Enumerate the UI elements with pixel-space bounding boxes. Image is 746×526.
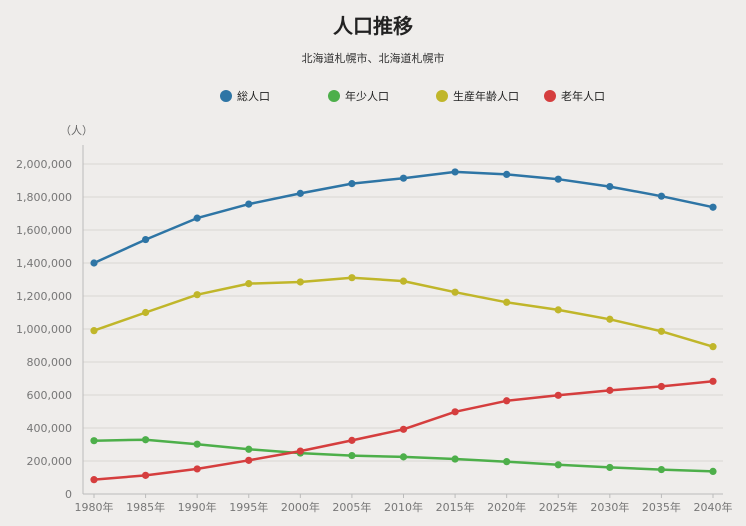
x-tick-label: 2015年	[436, 500, 475, 514]
series-1-point	[245, 445, 253, 453]
series-1-point	[451, 455, 459, 463]
series-0-point	[709, 203, 717, 211]
y-tick-label: 1,400,000	[16, 257, 72, 270]
series-0-point	[90, 259, 98, 267]
x-tick-label: 1985年	[126, 500, 165, 514]
y-unit-label: （人）	[60, 124, 93, 137]
series-2-point	[193, 291, 201, 299]
y-tick-label: 1,200,000	[16, 290, 72, 303]
series-2-point	[245, 280, 253, 288]
series-2-point	[348, 274, 356, 282]
x-tick-label: 2025年	[539, 500, 578, 514]
x-tick-label: 2000年	[281, 500, 320, 514]
series-2-point	[503, 298, 511, 306]
series-3-point	[141, 471, 150, 479]
series-1-point	[90, 437, 98, 445]
series-2-point	[451, 288, 459, 296]
legend-marker-icon	[328, 90, 340, 102]
series-2-point	[141, 308, 150, 317]
series-0-point	[193, 214, 201, 222]
y-tick-label: 600,000	[27, 389, 73, 402]
legend: 総人口 年少人口 生産年齢人口 老年人口	[0, 88, 746, 108]
x-tick-label: 2040年	[694, 500, 733, 514]
series-0-point	[245, 200, 253, 208]
chart-subtitle: 北海道札幌市、北海道札幌市	[301, 52, 445, 65]
legend-item-youth[interactable]: 年少人口	[328, 88, 389, 104]
y-tick-label: 0	[65, 488, 72, 501]
series-2-point	[657, 327, 666, 335]
series-line-0	[93, 170, 714, 265]
series-1-point	[606, 463, 614, 472]
series-3-point	[606, 386, 614, 394]
legend-label: 年少人口	[345, 90, 389, 103]
legend-item-working[interactable]: 生産年齢人口	[436, 88, 519, 104]
x-tick-label: 2035年	[642, 500, 681, 514]
series-1-point	[399, 453, 408, 461]
y-tick-label: 1,600,000	[16, 224, 72, 237]
series-0-point	[141, 235, 150, 244]
legend-label: 老年人口	[561, 90, 605, 103]
series-0-point	[657, 192, 666, 200]
series-1-point	[503, 458, 511, 466]
series-3-point	[193, 465, 201, 473]
series-3-point	[348, 436, 356, 444]
x-tick-label: 2030年	[590, 500, 629, 514]
series-2-point	[554, 306, 562, 314]
series-2-point	[296, 278, 304, 286]
y-tick-label: 400,000	[27, 422, 73, 435]
legend-marker-icon	[544, 90, 556, 102]
series-1-point	[348, 451, 356, 460]
series-line-2	[93, 276, 714, 348]
legend-item-elderly[interactable]: 老年人口	[544, 88, 605, 104]
x-tick-label: 1990年	[178, 500, 217, 514]
series-3-point	[709, 377, 717, 385]
y-tick-label: 800,000	[27, 356, 73, 369]
legend-marker-icon	[220, 90, 232, 102]
series-1-point	[554, 461, 562, 469]
series-3-point	[399, 425, 408, 433]
series-3-point	[554, 391, 562, 399]
series-3-point	[451, 408, 459, 416]
series-2-point	[90, 327, 98, 335]
legend-label: 生産年齢人口	[453, 90, 519, 103]
y-tick-label: 200,000	[27, 455, 73, 468]
series-0-point	[451, 168, 459, 176]
series-0-point	[554, 175, 562, 183]
legend-marker-icon	[436, 90, 448, 102]
x-tick-label: 1995年	[229, 500, 268, 514]
x-tick-label: 2005年	[332, 500, 371, 514]
series-1-point	[193, 440, 201, 448]
y-tick-label: 2,000,000	[16, 158, 72, 171]
legend-item-total[interactable]: 総人口	[220, 88, 270, 104]
series-2-point	[606, 315, 614, 323]
chart-title: 人口推移	[333, 14, 413, 38]
series-0-point	[399, 174, 408, 182]
series-3-point	[245, 456, 253, 464]
series-1-point	[141, 436, 150, 444]
x-tick-label: 1980年	[75, 500, 114, 514]
y-tick-label: 1,800,000	[16, 191, 72, 204]
series-0-point	[348, 180, 356, 188]
series-1-point	[709, 467, 717, 475]
series-3-point	[90, 476, 98, 484]
series-2-point	[399, 277, 408, 285]
series-2-point	[709, 343, 717, 351]
series-0-point	[296, 189, 304, 197]
legend-label: 総人口	[237, 90, 270, 103]
series-3-point	[296, 447, 304, 455]
series-0-point	[503, 170, 511, 178]
x-tick-label: 2020年	[487, 500, 526, 514]
series-3-point	[503, 397, 511, 405]
series-0-point	[606, 183, 614, 191]
series-1-point	[657, 465, 666, 474]
x-tick-label: 2010年	[384, 500, 423, 514]
series-3-point	[657, 382, 666, 391]
y-tick-label: 1,000,000	[16, 323, 72, 336]
